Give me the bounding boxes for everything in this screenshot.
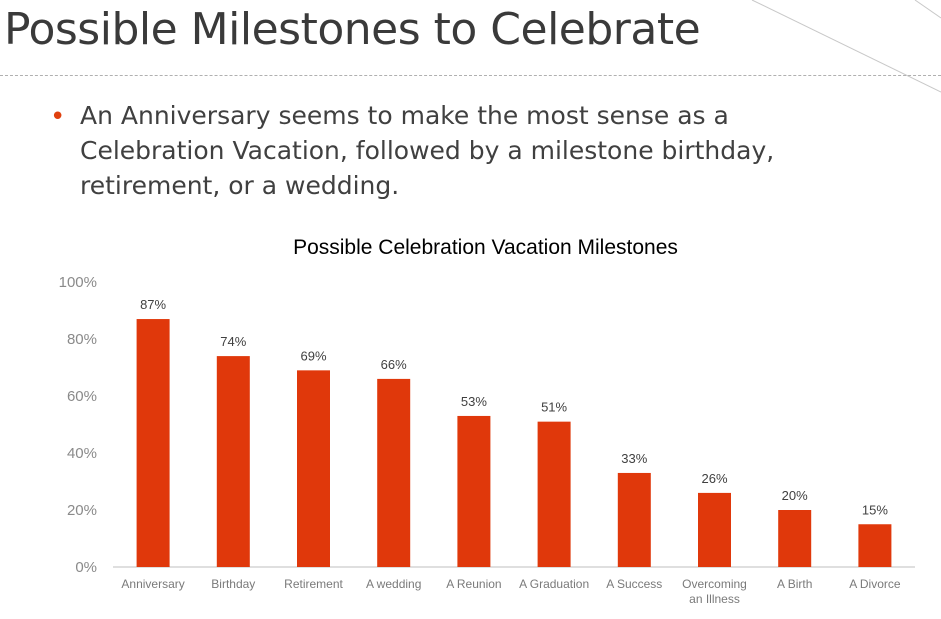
data-label: 15% — [862, 502, 888, 517]
category-label: Birthday — [211, 577, 255, 591]
data-label: 69% — [300, 348, 326, 363]
data-label: 26% — [701, 471, 727, 486]
y-tick-label: 100% — [59, 274, 97, 291]
bar — [297, 370, 330, 567]
y-tick-label: 80% — [67, 331, 97, 348]
data-label: 53% — [461, 394, 487, 409]
category-label: Anniversary — [121, 577, 184, 591]
category-label: Overcoming an Illness — [682, 577, 747, 606]
data-label: 33% — [621, 451, 647, 466]
category-label: A Graduation — [519, 577, 589, 591]
category-label: A wedding — [366, 577, 421, 591]
bar — [457, 415, 491, 567]
title-divider — [0, 75, 941, 76]
bar — [858, 524, 892, 567]
category-label: A Reunion — [446, 577, 501, 591]
bar — [617, 472, 651, 567]
y-tick-label: 40% — [67, 445, 97, 462]
category-label: A Divorce — [849, 577, 901, 591]
bar — [537, 421, 571, 567]
y-tick-label: 20% — [67, 502, 97, 519]
data-label: 66% — [381, 357, 407, 372]
data-label: 87% — [140, 297, 166, 312]
y-tick-label: 0% — [75, 559, 97, 576]
bar — [377, 378, 411, 567]
slide-title: Possible Milestones to Celebrate — [4, 4, 701, 55]
data-label: 51% — [541, 400, 567, 415]
y-tick-label: 60% — [67, 388, 97, 405]
bullet-marker: • — [50, 102, 66, 132]
data-label: 74% — [220, 334, 246, 349]
bar — [778, 510, 812, 567]
category-label: Retirement — [284, 577, 343, 591]
bar — [216, 356, 250, 567]
bar — [698, 492, 731, 567]
chart-title: Possible Celebration Vacation Milestones — [293, 236, 678, 259]
category-label: A Success — [606, 577, 662, 591]
bar — [136, 319, 170, 567]
bullet-text: An Anniversary seems to make the most se… — [80, 101, 775, 200]
category-label: A Birth — [777, 577, 812, 591]
data-label: 20% — [782, 488, 808, 503]
